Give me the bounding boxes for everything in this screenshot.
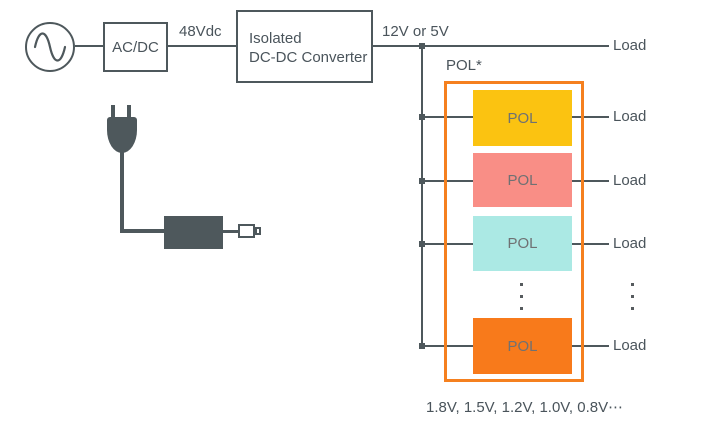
wire-pol-1-to-load [572, 116, 609, 118]
bus-junction-dot [419, 43, 425, 49]
plug-cord-vertical [120, 150, 124, 233]
ellipsis-dot [631, 283, 634, 286]
ellipsis-dot [631, 295, 634, 298]
wire-source-to-acdc [75, 45, 103, 47]
plug-cord-horizontal [120, 229, 166, 233]
dc-connector [238, 224, 255, 238]
distribution-bus [421, 46, 423, 346]
pol-unit-4: POL [473, 318, 572, 374]
plug-prong [127, 105, 131, 119]
acdc-converter-label: AC/DC [112, 38, 159, 56]
wire-bus-to-pol-4 [422, 345, 473, 347]
sine-wave-icon [33, 32, 67, 62]
adapter-output-wire [223, 230, 238, 233]
adapter-brick [164, 216, 223, 249]
wire-acdc-to-converter [166, 45, 236, 47]
wire-bus-to-pol-1 [422, 116, 473, 118]
dcdc-converter-block: Isolated DC-DC Converter [236, 10, 373, 83]
pol-group-box [444, 81, 584, 382]
plug-body [107, 117, 137, 153]
load-label-2: Load [613, 172, 647, 189]
dcdc-converter-label-line2: DC-DC Converter [249, 49, 368, 66]
ellipsis-dot [520, 295, 523, 298]
wire-pol-2-to-load [572, 180, 609, 182]
wire-bus-to-pol-2 [422, 180, 473, 182]
bus-12v-label: 12V or 5V [382, 23, 449, 40]
acdc-converter-block: AC/DC [103, 22, 168, 72]
wire-converter-to-load [373, 45, 609, 47]
pol-unit-2-label: POL [507, 171, 538, 189]
pol-unit-2: POL [473, 153, 572, 207]
ellipsis-dot [520, 307, 523, 310]
load-label-4: Load [613, 337, 647, 354]
load-label-1: Load [613, 108, 647, 125]
pol-group-label: POL* [446, 57, 482, 74]
ellipsis-dot [520, 283, 523, 286]
ellipsis-dot [631, 307, 634, 310]
plug-prong [111, 105, 115, 119]
load-label-3: Load [613, 235, 647, 252]
dcdc-converter-label-line1: Isolated [249, 30, 302, 47]
pol-unit-1: POL [473, 90, 572, 146]
wire-pol-3-to-load [572, 243, 609, 245]
wire-bus-to-pol-3 [422, 243, 473, 245]
load-label-top: Load [613, 37, 647, 54]
pol-unit-3-label: POL [507, 235, 538, 252]
pol-unit-4-label: POL [507, 337, 538, 355]
pol-voltages-note: 1.8V, 1.5V, 1.2V, 1.0V, 0.8V⋯ [426, 399, 624, 416]
wire-pol-4-to-load [572, 345, 609, 347]
pol-unit-1-label: POL [507, 109, 538, 127]
bus-48v-label: 48Vdc [179, 23, 222, 40]
dc-connector-tip [255, 227, 261, 235]
ac-source-symbol [25, 22, 75, 72]
pol-unit-3: POL [473, 216, 572, 271]
